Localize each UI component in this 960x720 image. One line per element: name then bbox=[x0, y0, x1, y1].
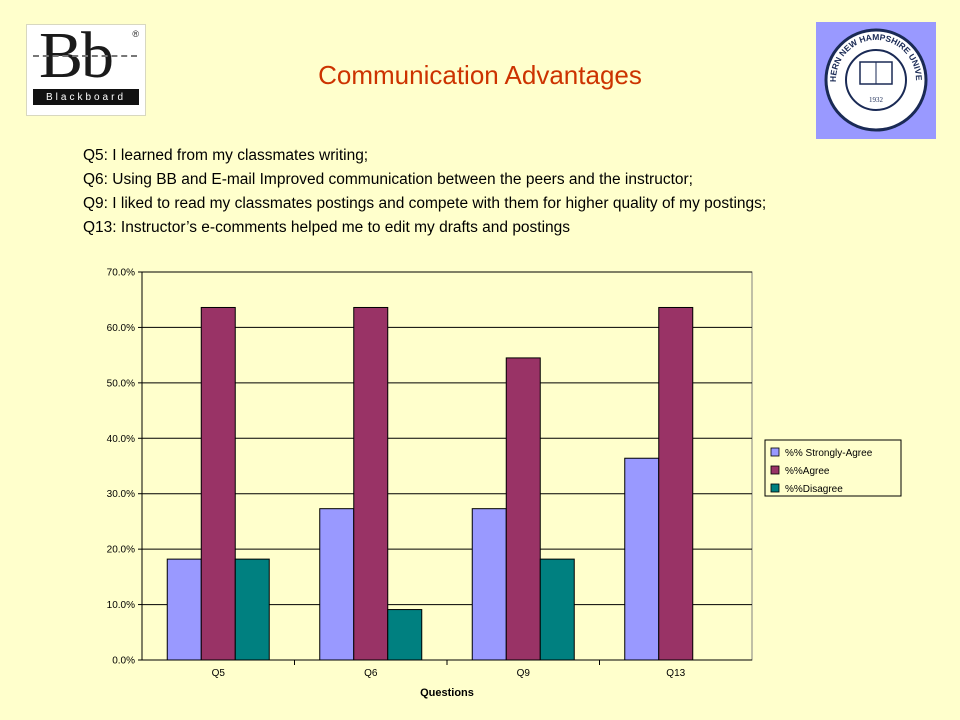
bar bbox=[200, 306, 236, 661]
question-q5: Q5: I learned from my classmates writing… bbox=[83, 147, 369, 164]
question-q13: Q13: Instructor’s e-comments helped me t… bbox=[83, 219, 571, 236]
seal-year: 1932 bbox=[869, 96, 884, 104]
x-tick-label: Q6 bbox=[364, 668, 378, 679]
legend bbox=[764, 439, 902, 497]
legend-swatch bbox=[770, 483, 780, 493]
y-tick-label: 0.0% bbox=[112, 656, 135, 667]
bar bbox=[624, 457, 660, 661]
legend-label: %%Agree bbox=[785, 466, 830, 477]
blackboard-wordmark: Blackboard bbox=[33, 89, 139, 105]
bar bbox=[471, 508, 507, 661]
university-seal-icon: SOUTHERN NEW HAMPSHIRE UNIVERSITY 1932 bbox=[813, 14, 928, 132]
y-tick-label: 30.0% bbox=[107, 489, 135, 500]
y-tick-label: 60.0% bbox=[107, 323, 135, 334]
x-tick-label: Q13 bbox=[666, 668, 685, 679]
blackboard-logo: Bb ® Blackboard bbox=[26, 23, 146, 116]
registered-mark: ® bbox=[132, 29, 139, 39]
legend-swatch bbox=[770, 447, 780, 457]
bar bbox=[505, 357, 541, 661]
bar bbox=[353, 306, 389, 661]
bar bbox=[319, 508, 355, 661]
y-tick-label: 20.0% bbox=[107, 545, 135, 556]
question-q6: Q6: Using BB and E-mail Improved communi… bbox=[83, 171, 693, 188]
survey-bar-chart: 0.0% 10.0% 20.0% 30.0% 40.0% 50.0% 60.0% 70.0% Q… bbox=[107, 268, 902, 699]
x-axis-label: Questions bbox=[420, 687, 474, 699]
bar bbox=[234, 558, 270, 661]
y-tick-label: 40.0% bbox=[107, 434, 135, 445]
y-tick-label: 10.0% bbox=[107, 600, 135, 611]
bar bbox=[658, 306, 694, 661]
logo-divider bbox=[33, 55, 137, 57]
y-tick-label: 50.0% bbox=[107, 378, 135, 389]
slide-title: Communication Advantages bbox=[318, 60, 642, 90]
legend-label: %%Disagree bbox=[785, 484, 843, 495]
y-tick-label: 70.0% bbox=[107, 268, 135, 279]
legend-label: %% Strongly-Agree bbox=[785, 448, 873, 459]
x-tick-label: Q5 bbox=[212, 668, 226, 679]
snhu-seal-logo: SOUTHERN NEW HAMPSHIRE UNIVERSITY 1932 bbox=[813, 14, 936, 139]
bar bbox=[387, 609, 423, 661]
legend-swatch bbox=[770, 465, 780, 475]
bar bbox=[166, 558, 202, 661]
bar bbox=[539, 558, 575, 661]
question-list: Q5: I learned from my classmates writing… bbox=[83, 144, 943, 240]
x-tick-label: Q9 bbox=[517, 668, 531, 679]
question-q9: Q9: I liked to read my classmates postin… bbox=[83, 195, 767, 212]
